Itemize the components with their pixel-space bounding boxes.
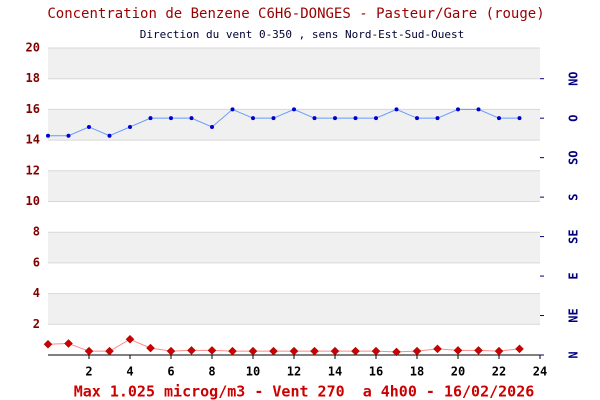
y2-tick-label: N: [567, 351, 581, 358]
y-tick-label: 8: [33, 225, 40, 239]
point: [207, 346, 217, 355]
plot-band: [48, 293, 540, 325]
point: [497, 116, 501, 121]
point: [330, 346, 340, 356]
x-tick-label: 8: [208, 365, 215, 379]
point: [435, 116, 440, 121]
point: [394, 107, 399, 112]
point: [228, 346, 237, 356]
point: [353, 116, 358, 121]
point: [43, 339, 53, 349]
y-tick-label: 10: [26, 194, 40, 208]
point: [169, 116, 173, 121]
y2-tick-label: S: [567, 193, 581, 200]
point: [515, 344, 524, 354]
plot-band: [48, 109, 540, 141]
x-tick-label: 10: [246, 365, 260, 379]
x-tick-label: 6: [167, 365, 174, 379]
point: [84, 346, 94, 356]
point: [125, 334, 135, 344]
point: [210, 124, 214, 129]
x-tick-label: 12: [287, 365, 301, 379]
chart-subtitle: Direction du vent 0-350 , sens Nord-Est-…: [140, 28, 465, 41]
point: [453, 346, 463, 355]
x-tick-label: 20: [451, 365, 465, 379]
point: [251, 116, 255, 121]
point: [248, 346, 258, 356]
point: [374, 116, 378, 121]
y-tick-label: 12: [26, 163, 40, 177]
y-tick-label: 20: [26, 41, 40, 55]
point: [107, 133, 112, 138]
point: [517, 116, 522, 121]
point: [292, 107, 296, 112]
point: [269, 346, 278, 356]
point: [64, 339, 73, 348]
point: [312, 116, 317, 121]
point: [230, 107, 235, 112]
point: [289, 346, 299, 356]
point: [310, 346, 319, 356]
point: [66, 133, 71, 138]
plot-band: [48, 170, 540, 202]
point: [333, 116, 337, 121]
y2-tick-label: E: [567, 272, 581, 279]
point: [412, 346, 422, 356]
chart-title: Concentration de Benzene C6H6-DONGES - P…: [47, 6, 544, 22]
y2-tick-label: NE: [567, 308, 581, 322]
y2-tick-label: SO: [567, 150, 581, 164]
point: [456, 107, 460, 112]
point: [271, 116, 276, 121]
x-tick-label: 2: [85, 365, 92, 379]
x-tick-label: 22: [492, 365, 506, 379]
point: [351, 346, 360, 356]
y-tick-label: 14: [26, 133, 40, 147]
point: [148, 116, 153, 121]
point: [187, 346, 196, 355]
point: [415, 116, 419, 121]
point: [146, 343, 155, 353]
point: [128, 124, 132, 129]
x-tick-label: 4: [126, 365, 133, 379]
x-tick-label: 14: [328, 365, 342, 379]
point: [46, 133, 50, 138]
y-tick-label: 4: [33, 286, 40, 300]
y2-tick-label: SE: [567, 229, 581, 243]
x-tick-label: 18: [410, 365, 424, 379]
plot-band: [48, 232, 540, 263]
y2-tick-label: O: [567, 115, 581, 122]
chart-footer: Max 1.025 microg/m3 - Vent 270 a 4h00 - …: [74, 383, 535, 400]
y-tick-label: 6: [33, 255, 40, 269]
point: [433, 344, 442, 354]
series-line: [48, 108, 520, 137]
point: [371, 346, 381, 356]
y2-tick-label: NO: [567, 71, 581, 85]
point: [494, 346, 504, 356]
y-tick-label: 16: [26, 102, 40, 116]
y-tick-label: 18: [26, 71, 40, 85]
series-line: [47, 338, 520, 353]
point: [105, 346, 114, 356]
plot-band: [48, 48, 540, 79]
y-tick-label: 2: [33, 317, 40, 331]
point: [392, 347, 401, 357]
point: [166, 346, 176, 356]
x-tick-label: 24: [533, 365, 547, 379]
point: [476, 107, 481, 112]
point: [474, 346, 483, 355]
point: [189, 116, 194, 121]
point: [87, 124, 91, 129]
x-tick-label: 16: [369, 365, 383, 379]
